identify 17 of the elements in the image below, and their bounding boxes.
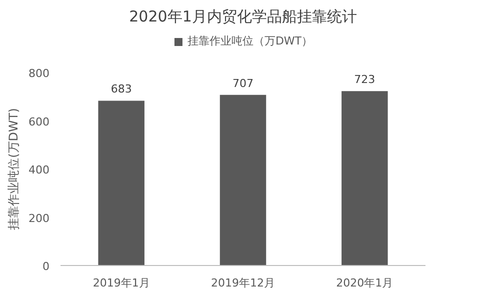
y-axis-title: 挂靠作业吨位(万DWT) — [6, 108, 21, 230]
data-label: 723 — [354, 73, 376, 86]
data-label: 707 — [232, 76, 254, 90]
bar — [220, 94, 266, 266]
legend-label: 挂靠作业吨位（万DWT） — [187, 34, 313, 48]
x-tick-label: 2019年12月 — [211, 276, 276, 290]
y-tick-label: 0 — [42, 260, 50, 273]
y-tick-label: 600 — [28, 115, 50, 128]
y-tick-label: 400 — [28, 164, 50, 176]
y-tick-label: 200 — [28, 212, 50, 225]
y-tick-label: 800 — [28, 67, 50, 80]
chart-title: 2020年1月内贸化学品船挂靠统计 — [129, 8, 357, 26]
bar — [342, 91, 388, 266]
bar — [98, 100, 144, 266]
x-tick-label: 2020年1月 — [336, 276, 394, 290]
x-tick-label: 2019年1月 — [92, 276, 150, 290]
data-label: 683 — [110, 82, 132, 96]
